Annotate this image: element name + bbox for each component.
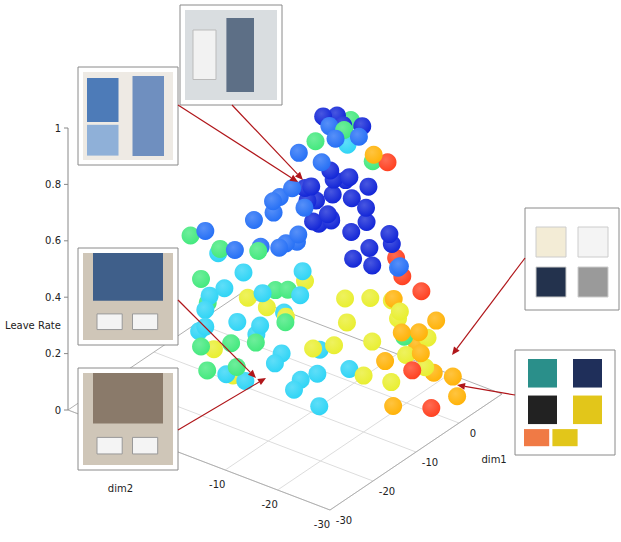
- svg-text:0.8: 0.8: [45, 179, 61, 190]
- svg-text:dim2: dim2: [108, 483, 133, 494]
- svg-text:-10: -10: [209, 479, 225, 490]
- svg-text:0.6: 0.6: [45, 235, 61, 246]
- svg-text:-20: -20: [379, 486, 395, 497]
- svg-text:-10: -10: [422, 457, 438, 468]
- svg-text:dim1: dim1: [482, 454, 507, 465]
- svg-text:0: 0: [470, 428, 476, 439]
- svg-text:-30: -30: [336, 515, 352, 526]
- svg-text:0.4: 0.4: [45, 292, 61, 303]
- svg-text:-20: -20: [261, 499, 277, 510]
- svg-text:0: 0: [55, 405, 61, 416]
- svg-text:Leave Rate: Leave Rate: [5, 320, 61, 331]
- svg-text:0.2: 0.2: [45, 348, 61, 359]
- svg-text:1: 1: [55, 123, 61, 134]
- svg-text:-30: -30: [314, 519, 330, 530]
